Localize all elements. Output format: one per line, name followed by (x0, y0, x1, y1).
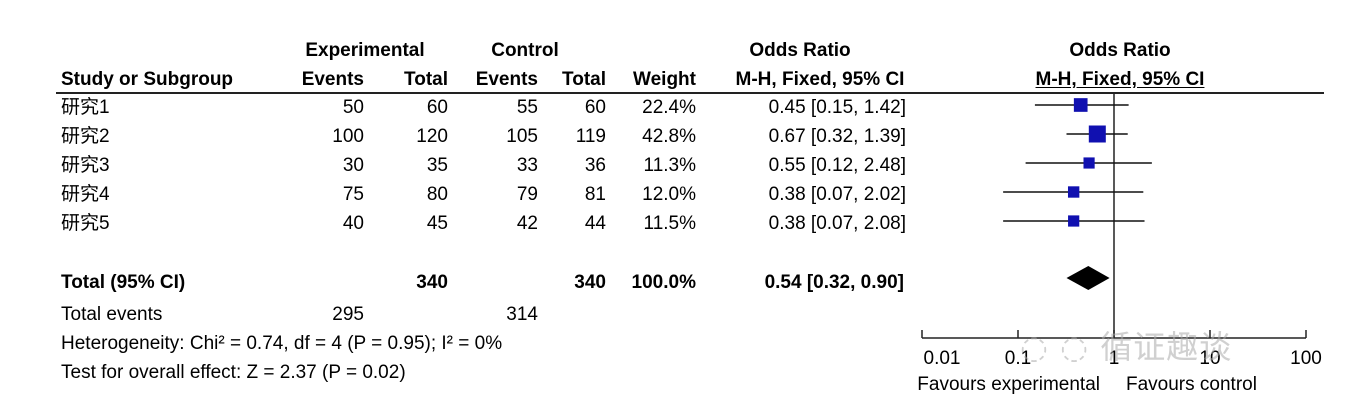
pooled-diamond (1066, 266, 1110, 290)
study-name: 研究2 (61, 126, 110, 147)
total-events-ctl: 314 (506, 304, 538, 325)
ctl-events: 105 (506, 126, 538, 147)
favours-control-label: Favours control (1126, 374, 1257, 395)
weight: 22.4% (642, 97, 696, 118)
watermark-text: 循证趣谈 (1100, 328, 1233, 366)
x-tick-label: 0.1 (1005, 348, 1031, 369)
method-left-header: M-H, Fixed, 95% CI (735, 69, 905, 90)
exp-total: 80 (426, 184, 448, 205)
x-tick-label: 0.01 (924, 348, 961, 369)
ctl-total: 119 (575, 126, 606, 147)
exp-events: 50 (342, 97, 364, 118)
ctl-events: 42 (516, 213, 538, 234)
exp-events-header: Events (301, 69, 364, 90)
ci-text: 0.38 [0.07, 2.02] (768, 184, 906, 205)
exp-total-header: Total (404, 69, 448, 90)
ctl-total: 44 (584, 213, 606, 234)
experimental-header: Experimental (305, 40, 425, 61)
exp-total: 35 (426, 155, 448, 176)
ci-text: 0.38 [0.07, 2.08] (768, 213, 906, 234)
odds-ratio-left-header: Odds Ratio (749, 40, 851, 61)
weight-header: Weight (633, 69, 696, 90)
total-events-label: Total events (61, 304, 163, 325)
total-weight: 100.0% (631, 272, 696, 293)
control-header: Control (491, 40, 559, 61)
study-name: 研究4 (61, 184, 110, 205)
favours-experimental-label: Favours experimental (917, 374, 1100, 395)
ctl-total: 81 (584, 184, 606, 205)
exp-total: 120 (416, 126, 448, 147)
wechat-logo-icon: ◌ ◌ (1020, 328, 1101, 366)
study-column-header: Study or Subgroup (61, 69, 234, 90)
ctl-events: 33 (516, 155, 538, 176)
overall-effect-text: Test for overall effect: Z = 2.37 (P = 0… (61, 362, 406, 383)
ctl-total: 60 (584, 97, 606, 118)
x-tick-label: 10 (1199, 348, 1220, 369)
total-ci: 0.54 [0.32, 0.90] (764, 272, 904, 293)
point-estimate-marker (1073, 98, 1088, 112)
exp-events: 40 (342, 213, 364, 234)
ctl-total: 36 (584, 155, 606, 176)
study-name: 研究5 (61, 213, 110, 234)
ctl-events: 79 (516, 184, 538, 205)
point-estimate-marker (1083, 157, 1095, 169)
ci-text: 0.45 [0.15, 1.42] (768, 97, 906, 118)
ci-text: 0.67 [0.32, 1.39] (768, 126, 906, 147)
ctl-events-header: Events (475, 69, 538, 90)
heterogeneity-text: Heterogeneity: Chi² = 0.74, df = 4 (P = … (61, 333, 503, 354)
x-tick-label: 100 (1290, 348, 1322, 369)
ctl-events: 55 (516, 97, 538, 118)
weight: 11.3% (643, 155, 696, 176)
point-estimate-marker (1088, 125, 1106, 143)
weight: 12.0% (642, 184, 696, 205)
point-estimate-marker (1068, 215, 1080, 227)
exp-events: 30 (342, 155, 364, 176)
exp-events: 100 (332, 126, 364, 147)
exp-total: 45 (426, 213, 448, 234)
study-name: 研究3 (61, 155, 110, 176)
weight: 42.8% (642, 126, 696, 147)
x-tick-label: 1 (1109, 348, 1120, 369)
method-right-header: M-H, Fixed, 95% CI (1035, 69, 1205, 90)
study-name: 研究1 (61, 97, 110, 118)
weight: 11.5% (643, 213, 696, 234)
total-exp-total: 340 (416, 272, 448, 293)
exp-total: 60 (426, 97, 448, 118)
total-label: Total (95% CI) (61, 272, 186, 293)
ctl-total-header: Total (562, 69, 606, 90)
ci-text: 0.55 [0.12, 2.48] (768, 155, 906, 176)
watermark: ◌ ◌ 循证趣谈 (1020, 322, 1232, 368)
total-ctl-total: 340 (574, 272, 606, 293)
exp-events: 75 (342, 184, 364, 205)
point-estimate-marker (1067, 186, 1080, 198)
header-divider (56, 92, 1324, 94)
odds-ratio-right-header: Odds Ratio (1069, 40, 1171, 61)
total-events-exp: 295 (332, 304, 364, 325)
